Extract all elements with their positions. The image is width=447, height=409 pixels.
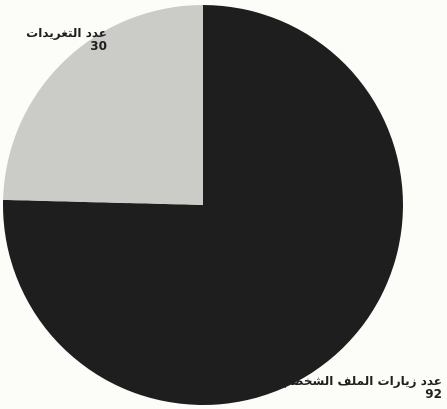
slice-label-value: 30 (90, 39, 107, 53)
slice-label-tweets: عدد التغريدات 30 (26, 27, 107, 53)
pie-slice-1 (3, 4, 204, 206)
slice-label-value: 92 (425, 387, 442, 401)
slice-label-profile-visits: عدد زيارات الملف الشخصي 92 (280, 375, 442, 401)
slice-label-name: عدد التغريدات (26, 26, 107, 40)
slice-label-name: عدد زيارات الملف الشخصي (279, 374, 442, 388)
